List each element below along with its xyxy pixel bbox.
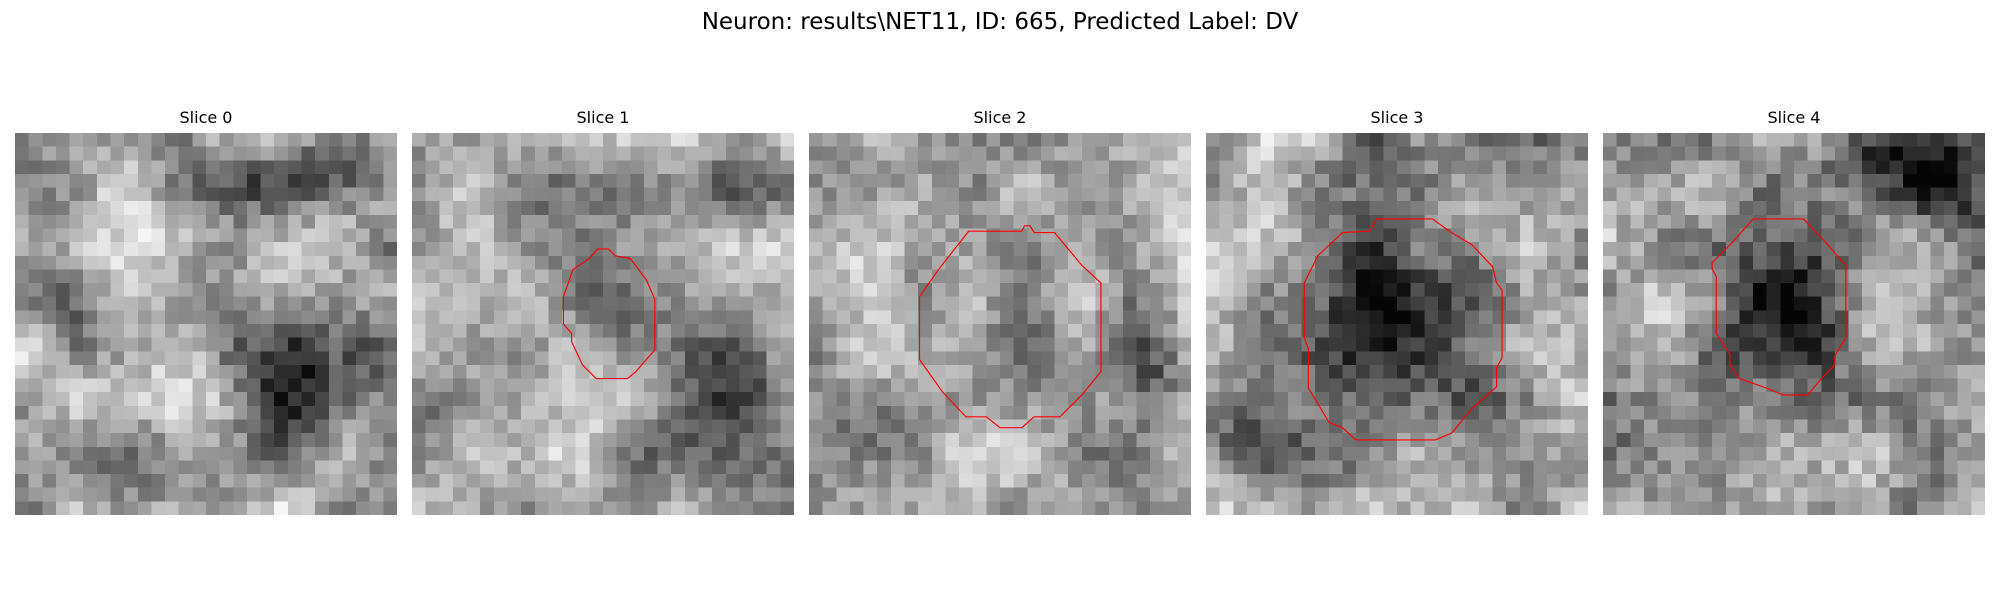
- figure-title: Neuron: results\NET11, ID: 665, Predicte…: [701, 9, 1299, 35]
- slice-image: [1206, 133, 1588, 515]
- slice-image: [15, 133, 397, 515]
- slice-title: Slice 1: [576, 108, 630, 127]
- slice-title: Slice 4: [1767, 108, 1821, 127]
- slice-image: [412, 133, 794, 515]
- slice-panel-2: Slice 2: [809, 108, 1191, 540]
- slice-panel-0: Slice 0: [15, 108, 397, 540]
- roi-contour: [918, 225, 1102, 429]
- slice-panel-1: Slice 1: [412, 108, 794, 540]
- slice-title: Slice 3: [1370, 108, 1424, 127]
- slice-panel-4: Slice 4: [1603, 108, 1985, 540]
- slice-title: Slice 0: [179, 108, 233, 127]
- slice-panel-3: Slice 3: [1206, 108, 1588, 540]
- roi-contour: [562, 248, 656, 380]
- roi-contour: [1303, 218, 1503, 441]
- slice-image: [1603, 133, 1985, 515]
- roi-contour: [1711, 218, 1847, 396]
- slice-image: [809, 133, 1191, 515]
- slice-title: Slice 2: [973, 108, 1027, 127]
